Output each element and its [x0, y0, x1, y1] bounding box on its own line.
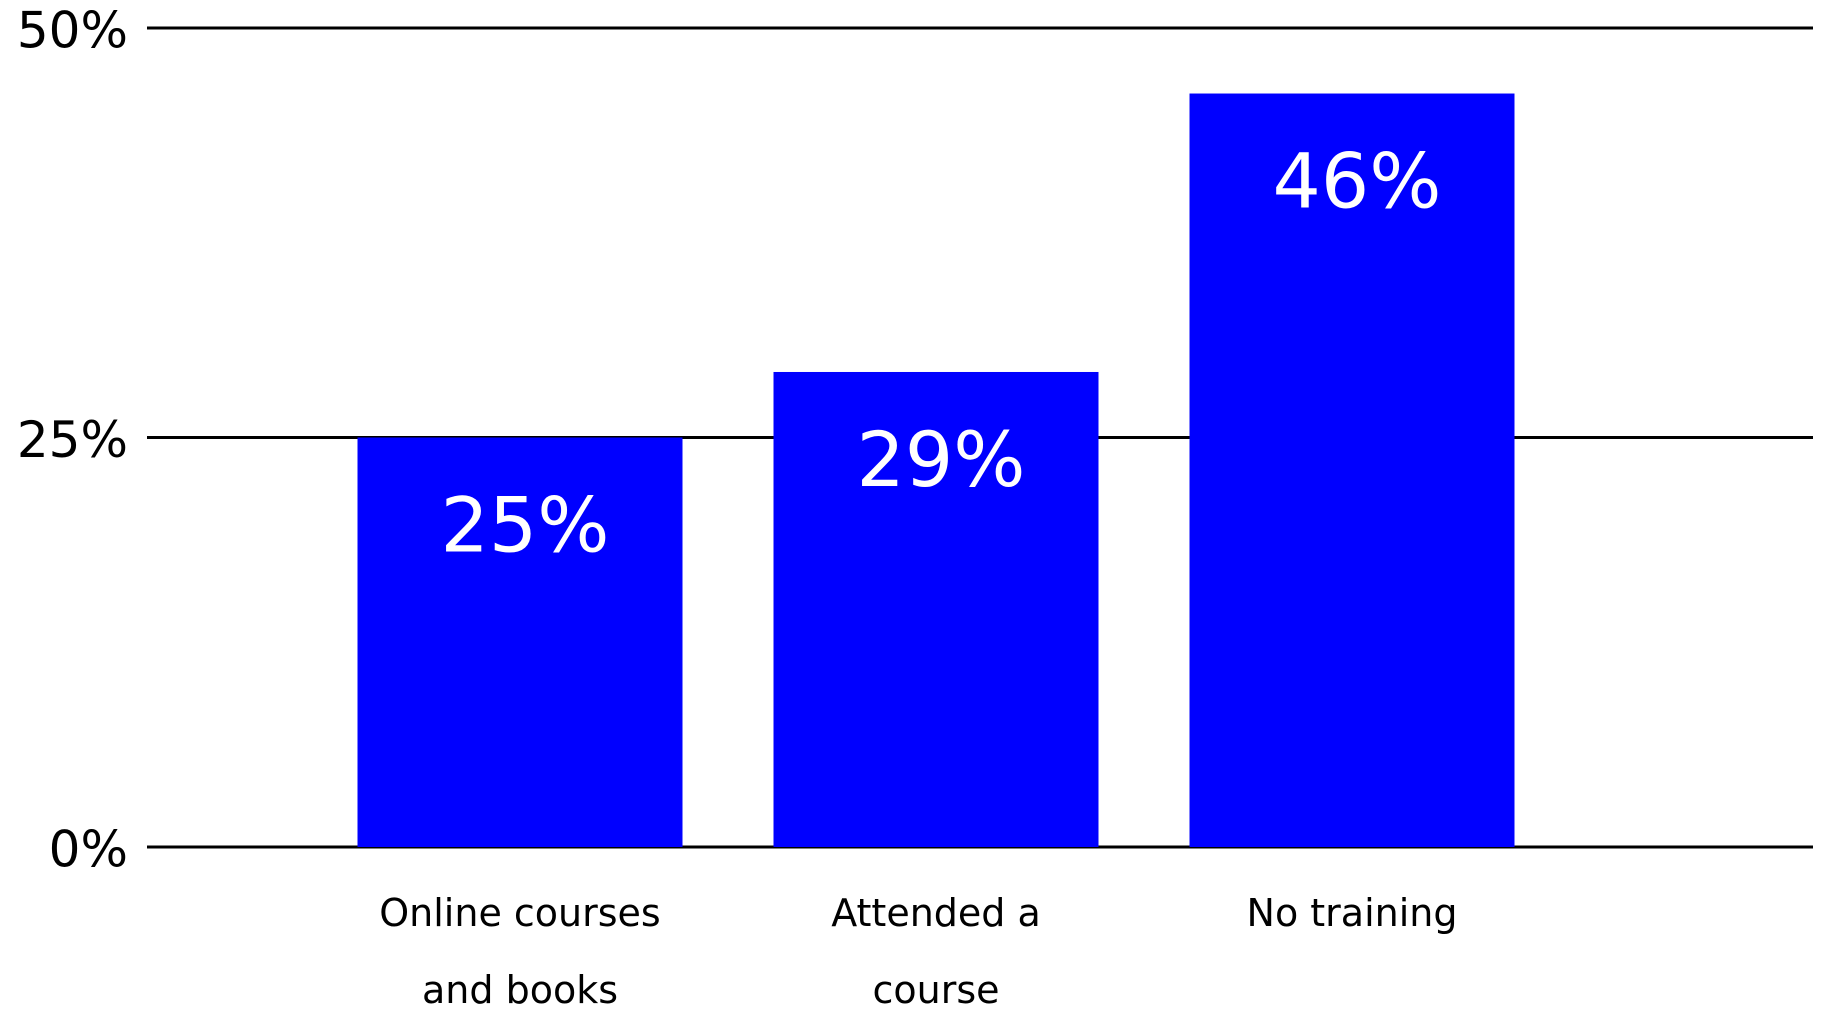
- x-tick-label: Attended a course: [831, 891, 1041, 1009]
- value-label: 25%: [441, 480, 610, 569]
- x-tick-label-box: Online courses and books: [379, 891, 661, 1009]
- value-label: 29%: [857, 415, 1026, 504]
- bar: [773, 371, 1099, 847]
- y-tick-label: 50%: [17, 2, 128, 60]
- x-tick-label-box: Attended a course: [831, 891, 1041, 1009]
- x-tick-label-box: No training: [1246, 891, 1458, 935]
- y-tick-label: 0%: [49, 821, 128, 879]
- x-tick-label: No training: [1246, 891, 1458, 935]
- y-tick-label: 25%: [17, 411, 128, 469]
- bar: [1189, 93, 1515, 847]
- x-tick-label: Online courses and books: [379, 891, 661, 1009]
- value-label: 46%: [1273, 137, 1442, 226]
- bar: [357, 437, 683, 847]
